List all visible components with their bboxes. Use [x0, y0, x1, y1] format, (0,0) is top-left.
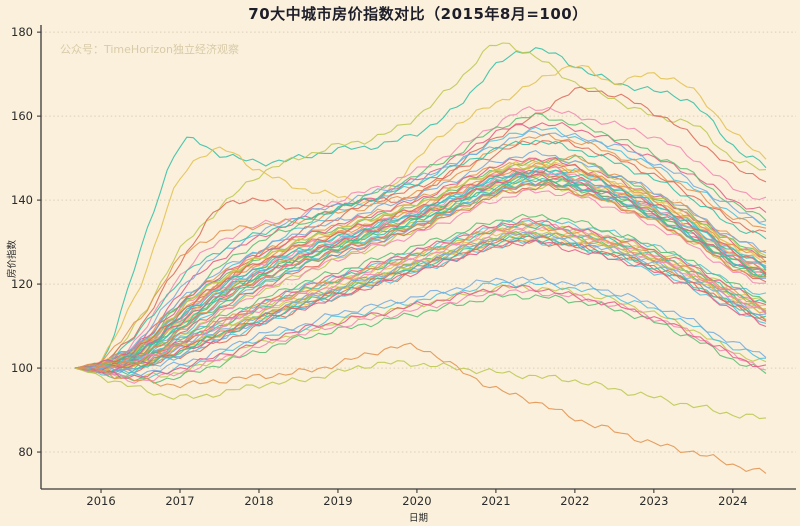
x-tick-label: 2024 — [718, 494, 747, 508]
series-line — [74, 179, 767, 369]
watermark: 公众号：TimeHorizon独立经济观察 — [60, 43, 239, 56]
series-line — [74, 42, 767, 372]
series-line — [74, 239, 767, 374]
x-tick-label: 2020 — [402, 494, 431, 508]
series-line — [74, 139, 767, 369]
series-line — [74, 133, 767, 369]
series-line — [74, 183, 767, 371]
x-tick-label: 2021 — [481, 494, 510, 508]
series-line — [74, 293, 767, 384]
series-line — [74, 284, 767, 379]
series-line — [74, 106, 767, 371]
series-line — [74, 234, 767, 375]
series-line — [74, 173, 767, 369]
series-line — [74, 47, 767, 372]
series-line — [74, 226, 767, 371]
y-tick-label: 180 — [11, 25, 33, 39]
series-line — [74, 150, 767, 369]
series-line — [74, 284, 767, 380]
series-line — [74, 159, 767, 371]
series-line — [74, 289, 767, 384]
series-line — [74, 360, 767, 420]
y-tick-label: 80 — [18, 445, 33, 459]
y-axis-label: 房价指数 — [7, 240, 18, 279]
y-tick-label: 160 — [11, 109, 33, 123]
series-line — [74, 239, 767, 376]
x-tick-label: 2019 — [323, 494, 352, 508]
series-line — [74, 160, 767, 369]
x-tick-label: 2016 — [86, 494, 115, 508]
series-line — [74, 86, 767, 370]
series-line — [74, 154, 767, 369]
x-tick-label: 2017 — [165, 494, 194, 508]
y-tick-label: 100 — [11, 361, 33, 375]
y-tick-label: 140 — [11, 193, 33, 207]
series-line — [74, 167, 767, 371]
series-line — [74, 130, 767, 369]
x-tick-label: 2023 — [639, 494, 668, 508]
chart-title: 70大中城市房价指数对比（2015年8月=100） — [248, 5, 588, 23]
series-line — [74, 213, 767, 372]
series-line — [74, 232, 767, 371]
series-line — [74, 162, 767, 369]
series-line — [74, 163, 767, 371]
x-tick-label: 2022 — [560, 494, 589, 508]
series-line — [74, 64, 767, 369]
series-line — [74, 276, 767, 377]
series-line — [74, 218, 767, 372]
series-line — [75, 112, 767, 372]
series-line — [74, 342, 767, 474]
x-tick-label: 2018 — [244, 494, 273, 508]
series-line — [74, 235, 767, 372]
y-tick-label: 120 — [11, 277, 33, 291]
x-axis-label: 日期 — [408, 513, 428, 524]
series-line — [74, 222, 767, 371]
series-line — [74, 181, 767, 369]
